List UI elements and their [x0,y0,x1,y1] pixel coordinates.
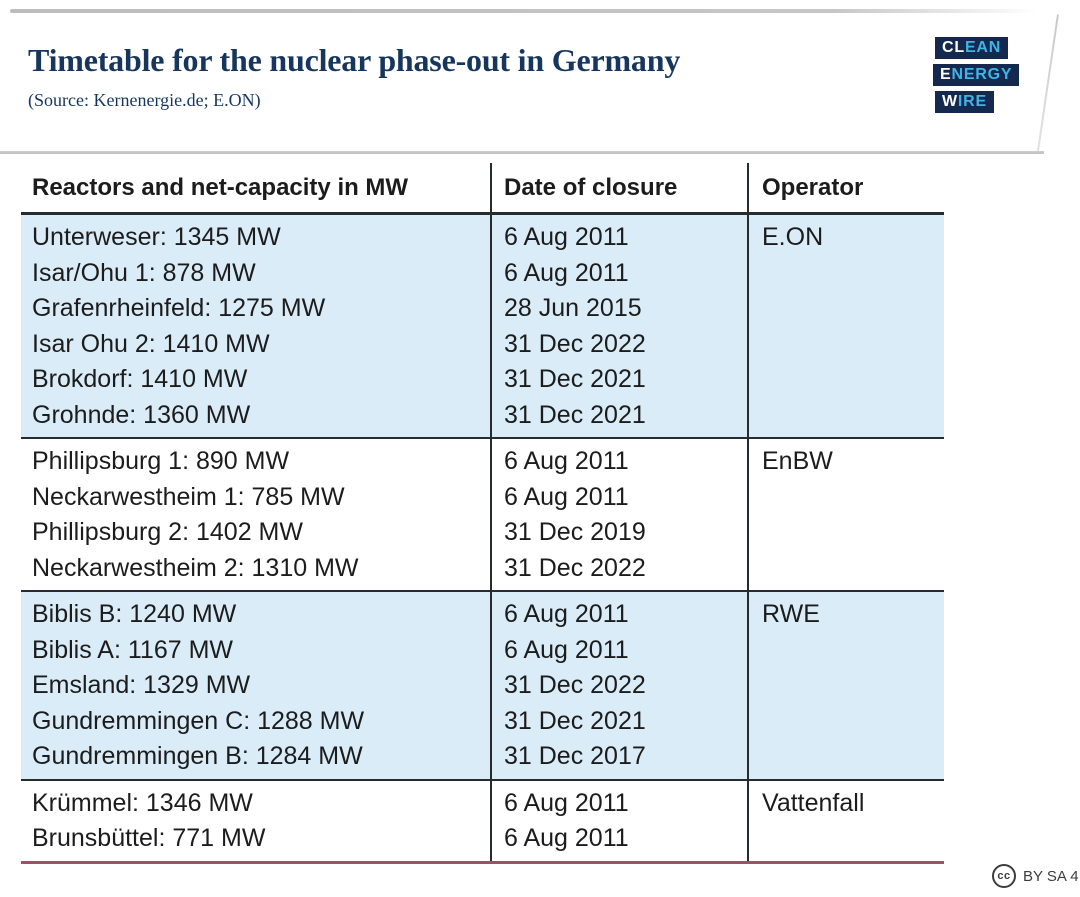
logo-row-clean: CLEAN [935,37,1009,59]
reactor-cell: Emsland: 1329 MW [32,671,251,699]
page-title: Timetable for the nuclear phase-out in G… [28,42,681,78]
table-body: Unterweser: 1345 MW Isar/Ohu 1: 878 MW Gra… [21,215,944,861]
closure-date-cell: 28 Jun 2015 [504,294,642,322]
reactor-cell: Isar/Ohu 1: 878 MW [32,258,256,287]
closure-date-cell: 31 Dec 2021 [504,365,646,393]
logo-blue-text: NERGY [951,66,1013,83]
closure-date-cell: 31 Dec 2017 [504,742,646,770]
closure-date-column-cells: 6 Aug 2011 6 Aug 2011 31 Dec 2022 31 Dec 20… [490,592,747,779]
reactor-cell: Grohnde: 1360 MW [32,400,251,429]
closure-date-cell: 6 Aug 2011 [504,223,629,251]
closure-date-cell: 6 Aug 2011 [504,258,629,287]
reactor-cell: Neckarwestheim 2: 1310 MW [32,553,359,582]
operator-group-rwe: Biblis B: 1240 MW Biblis A: 1167 MW Emslan… [21,590,944,779]
logo-row-wire: WIRE [935,91,994,113]
phaseout-table: Reactors and net-capacity in MW Date of … [21,163,944,864]
reactor-cell: Brunsbüttel: 771 MW [32,824,266,852]
reactor-cell: Phillipsburg 2: 1402 MW [32,518,303,546]
closure-date-cell: 31 Dec 2022 [504,329,646,358]
reactor-cell: Unterweser: 1345 MW [32,223,281,251]
closure-date-cell: 6 Aug 2011 [504,447,629,475]
reactor-column-cells: Krümmel: 1346 MW Brunsbüttel: 771 MW [21,781,490,861]
operator-column-cell: EnBW [747,439,944,590]
operator-column-cell: E.ON [747,215,944,437]
logo-white-text: W [942,93,958,110]
closure-date-cell: 31 Dec 2019 [504,518,646,546]
reactor-cell: Brokdorf: 1410 MW [32,365,248,393]
reactor-cell: Krümmel: 1346 MW [32,788,253,817]
closure-date-column-cells: 6 Aug 2011 6 Aug 2011 [490,780,747,861]
clean-energy-wire-logo: CLEAN ENERGY WIRE [933,37,1020,113]
reactor-cell: Biblis B: 1240 MW [32,600,237,628]
reactor-cell: Biblis A: 1167 MW [32,635,234,664]
closure-date-cell: 6 Aug 2011 [504,635,629,664]
operator-column-cell: RWE [747,592,944,779]
operator-group-eon: Unterweser: 1345 MW Isar/Ohu 1: 878 MW Gra… [21,215,944,437]
closure-date-cell: 6 Aug 2011 [504,482,629,511]
column-header-reactors: Reactors and net-capacity in MW [32,173,409,201]
closure-date-cell: 31 Dec 2021 [504,706,646,735]
bottom-red-rule [21,860,944,864]
reactor-cell: Grafenrheinfeld: 1275 MW [32,294,326,322]
closure-date-cell: 31 Dec 2022 [504,671,646,699]
closure-date-cell: 6 Aug 2011 [504,600,629,628]
reactor-cell: Gundremmingen C: 1288 MW [32,706,365,735]
reactor-cell: Isar Ohu 2: 1410 MW [32,329,270,358]
reactor-cell: Gundremmingen B: 1284 MW [32,742,363,770]
operator-column-cell: Vattenfall [747,780,944,861]
logo-blue-text: IRE [957,93,987,110]
closure-date-cell: 31 Dec 2021 [504,400,646,429]
logo-blue-text: EAN [964,39,1002,56]
license-badge: cc BY SA 4.0 [992,864,1080,888]
source-note: (Source: Kernenergie.de; E.ON) [28,90,261,110]
operator-name: E.ON [762,223,824,251]
reactor-cell: Neckarwestheim 1: 785 MW [32,482,345,511]
table-header-row: Reactors and net-capacity in MW Date of … [21,163,944,215]
reactor-cell: Phillipsburg 1: 890 MW [32,447,290,475]
closure-date-cell: 6 Aug 2011 [504,824,629,852]
page-curl-edge [1037,14,1059,152]
column-header-date: Date of closure [490,163,747,212]
reactor-column-cells: Unterweser: 1345 MW Isar/Ohu 1: 878 MW Gra… [21,215,490,437]
creative-commons-icon: cc [992,864,1016,888]
logo-white-text: E [940,66,952,83]
logo-white-text: CL [942,39,965,56]
operator-name: Vattenfall [762,788,865,817]
reactor-column-cells: Biblis B: 1240 MW Biblis A: 1167 MW Emslan… [21,592,490,779]
column-header-operator: Operator [747,163,944,212]
operator-name: RWE [762,600,820,628]
operator-group-enbw: Phillipsburg 1: 890 MW Neckarwestheim 1: … [21,437,944,590]
closure-date-column-cells: 6 Aug 2011 6 Aug 2011 28 Jun 2015 31 Dec 20… [490,215,747,437]
closure-date-cell: 31 Dec 2022 [504,553,646,582]
header-divider-rule [0,151,1044,154]
closure-date-column-cells: 6 Aug 2011 6 Aug 2011 31 Dec 2019 31 Dec 20… [490,439,747,590]
logo-row-energy: ENERGY [933,64,1020,86]
closure-date-cell: 6 Aug 2011 [504,788,629,817]
license-text: BY SA 4.0 [1023,867,1080,885]
operator-name: EnBW [762,447,833,475]
reactor-column-cells: Phillipsburg 1: 890 MW Neckarwestheim 1: … [21,439,490,590]
operator-group-vattenfall: Krümmel: 1346 MW Brunsbüttel: 771 MW 6 Aug… [21,778,944,861]
page-edge-shadow [10,9,1038,13]
